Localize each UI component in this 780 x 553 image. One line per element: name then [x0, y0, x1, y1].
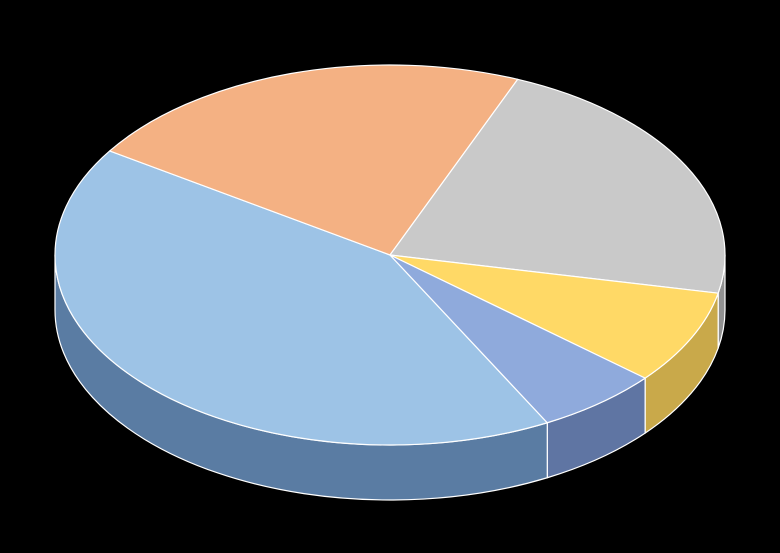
pie-chart-3d — [0, 0, 780, 553]
